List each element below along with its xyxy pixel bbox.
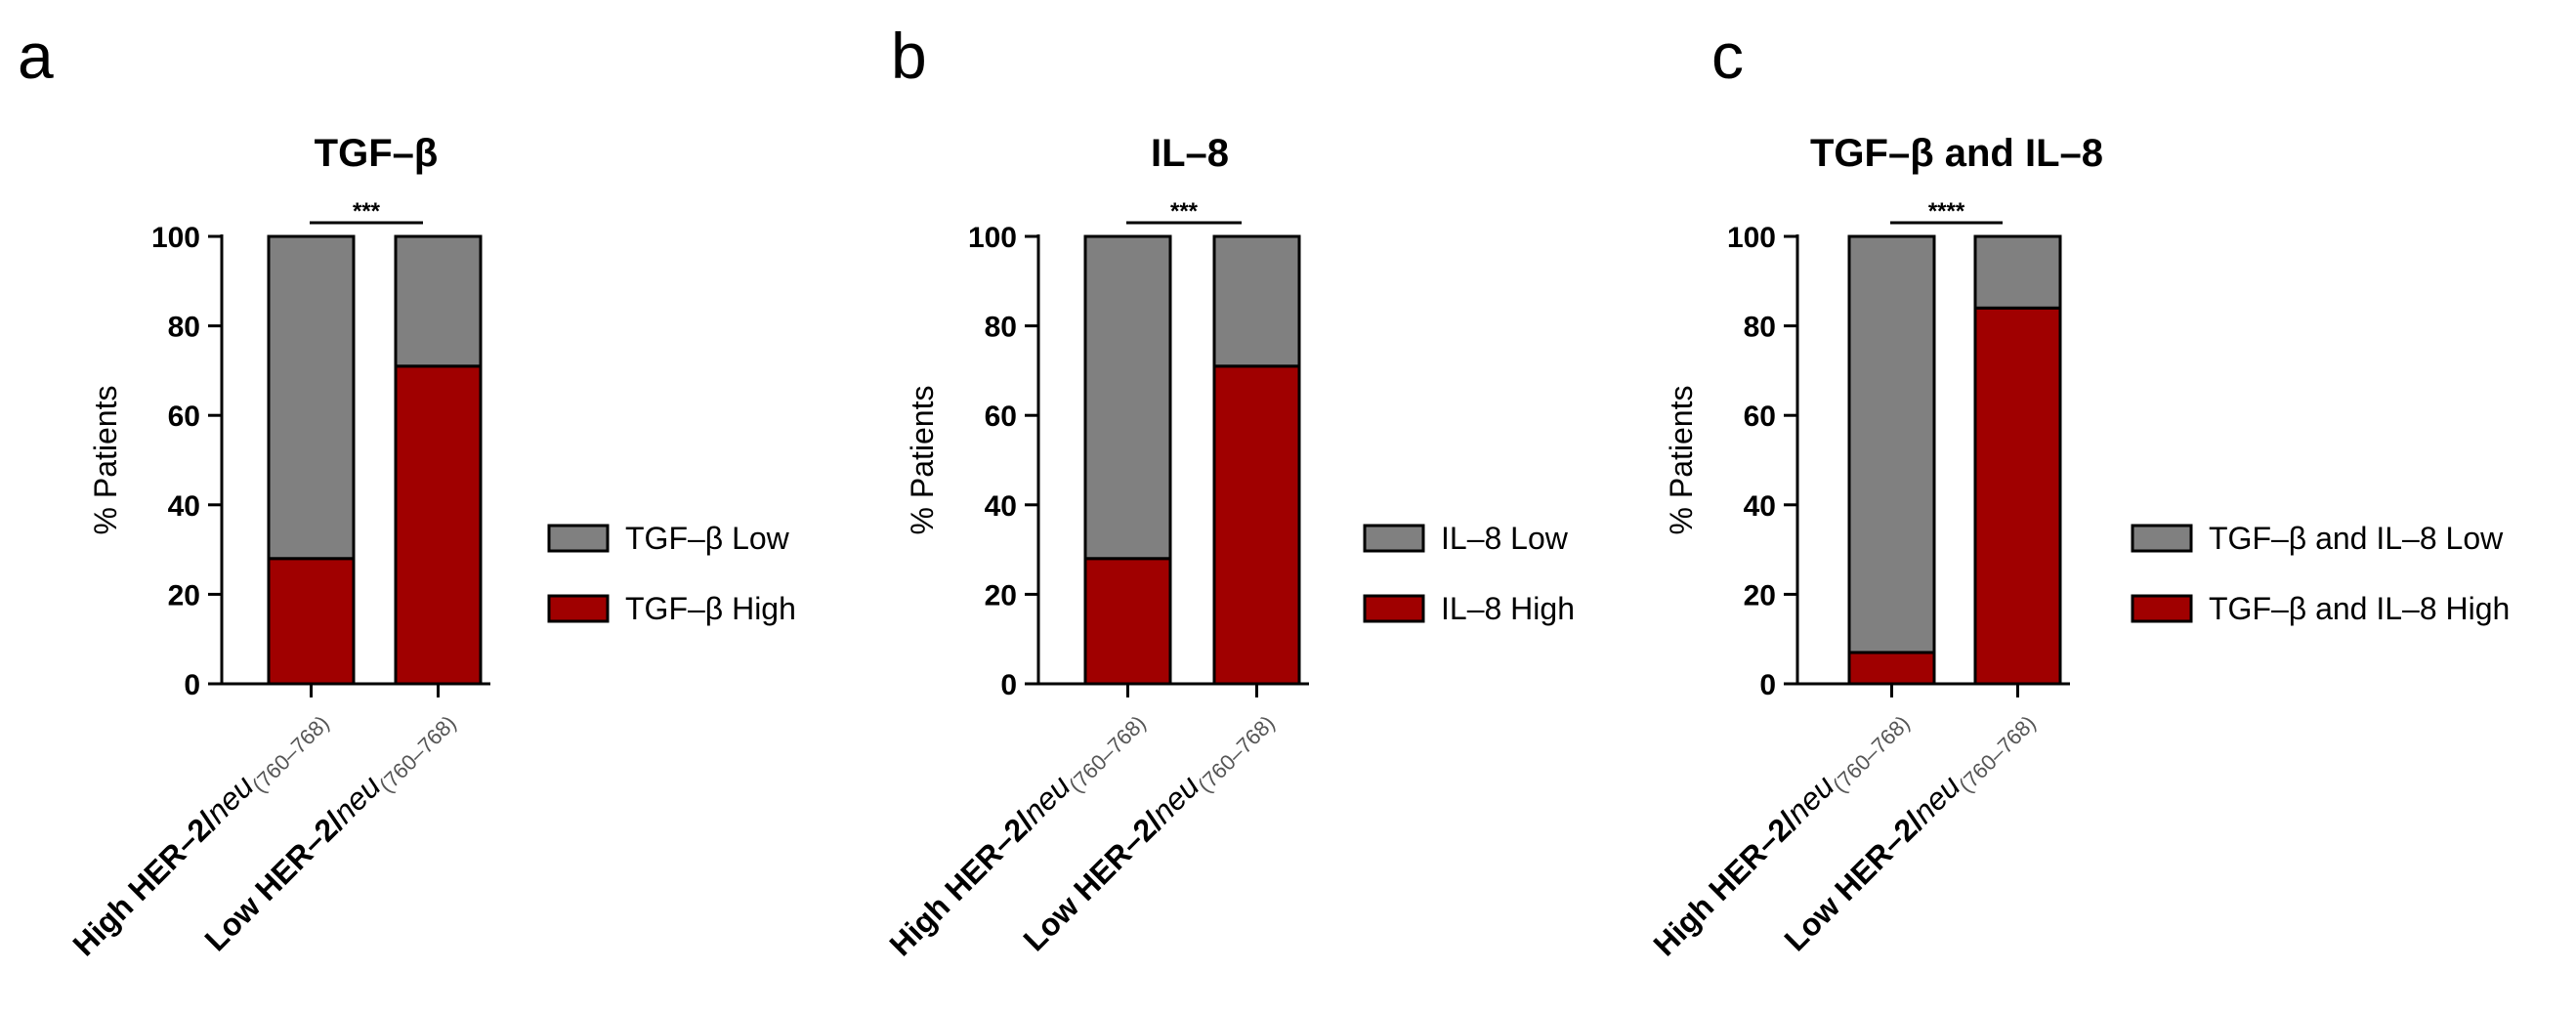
y-tick-label: 60 <box>1744 401 1776 433</box>
bar-tgf-low-2 <box>394 234 483 368</box>
legend-label: TGF–β High <box>625 591 796 626</box>
bar-il-8-low-2 <box>1212 234 1301 368</box>
category-label-subscript: (760–768) <box>1954 711 2041 798</box>
legend-label: TGF–β and IL–8 Low <box>2209 521 2504 556</box>
y-axis-label: % Patients <box>1664 386 1699 535</box>
bar-tgf-high-2 <box>394 364 483 686</box>
category-label-subscript: (760–768) <box>247 711 334 798</box>
bar-il-8-low-1 <box>1083 234 1172 561</box>
significance-label: *** <box>353 198 381 225</box>
category-label-main: High HER–2/ <box>883 805 1040 962</box>
category-label-main: High HER–2/ <box>1647 805 1804 962</box>
category-label-subscript: (760–768) <box>374 711 461 798</box>
bar-tgf-and-il-8-high-2 <box>1973 306 2062 686</box>
legend-swatch <box>1363 524 1425 553</box>
significance-label: *** <box>1170 198 1199 225</box>
y-tick-label: 40 <box>985 490 1017 523</box>
legend-label: IL–8 High <box>1441 591 1575 626</box>
category-label: Low HER–2/neu(760–768) <box>198 698 461 961</box>
legend-label: IL–8 Low <box>1441 521 1569 556</box>
category-label: High HER–2/neu(760–768) <box>1647 698 1915 966</box>
panel-letter: c <box>1711 20 1744 92</box>
panel-letter: a <box>18 20 54 92</box>
legend-swatch <box>2131 594 2193 623</box>
category-label: High HER–2/neu(760–768) <box>883 698 1151 966</box>
category-label-subscript: (760–768) <box>1064 711 1151 798</box>
category-label-subscript: (760–768) <box>1828 711 1915 798</box>
legend-label: TGF–β Low <box>625 521 790 556</box>
category-label: High HER–2/neu(760–768) <box>66 698 334 966</box>
y-tick-label: 20 <box>168 579 200 612</box>
y-tick-label: 60 <box>168 401 200 433</box>
y-tick-label: 40 <box>1744 490 1776 523</box>
y-axis-label: % Patients <box>905 386 940 535</box>
panel-a: a TGF–β 0 20 40 60 80 100 % Patients High HER–2/n… <box>18 20 796 966</box>
legend-swatch <box>547 594 610 623</box>
bar-tgf-and-il-8-high-1 <box>1847 651 1936 686</box>
bar-il-8-high-1 <box>1083 557 1172 686</box>
category-label: Low HER–2/neu(760–768) <box>1017 698 1280 961</box>
y-tick-label: 100 <box>968 222 1017 254</box>
legend-swatch <box>2131 524 2193 553</box>
bar-tgf-low-1 <box>267 234 356 561</box>
y-tick-label: 20 <box>1744 579 1776 612</box>
y-tick-label: 0 <box>184 669 200 701</box>
chart-title: IL–8 <box>1151 132 1229 175</box>
legend-swatch <box>1363 594 1425 623</box>
significance-label: **** <box>1928 198 1965 225</box>
bar-tgf-and-il-8-low-2 <box>1973 234 2062 310</box>
bar-tgf-high-1 <box>267 557 356 686</box>
panel-b: b IL–8 0 20 40 60 80 100 % Patients High HER–2/ne… <box>883 20 1575 966</box>
category-label: Low HER–2/neu(760–768) <box>1778 698 2041 961</box>
y-tick-label: 60 <box>985 401 1017 433</box>
legend-swatch <box>547 524 610 553</box>
bar-il-8-high-2 <box>1212 364 1301 686</box>
y-tick-label: 80 <box>168 312 200 344</box>
panel-c: c TGF–β and IL–8 0 20 40 60 80 100 % Patients Hig… <box>1647 20 2511 966</box>
y-tick-label: 80 <box>985 312 1017 344</box>
chart-title: TGF–β and IL–8 <box>1810 132 2103 175</box>
y-tick-label: 100 <box>151 222 200 254</box>
legend-label: TGF–β and IL–8 High <box>2209 591 2510 626</box>
y-tick-label: 20 <box>985 579 1017 612</box>
y-tick-label: 100 <box>1727 222 1776 254</box>
y-tick-label: 0 <box>1000 669 1017 701</box>
y-tick-label: 0 <box>1759 669 1776 701</box>
chart-title: TGF–β <box>315 132 439 175</box>
bar-tgf-and-il-8-low-1 <box>1847 234 1936 654</box>
y-axis-label: % Patients <box>88 386 123 535</box>
y-tick-label: 80 <box>1744 312 1776 344</box>
category-label-subscript: (760–768) <box>1193 711 1280 798</box>
panel-letter: b <box>891 20 927 92</box>
y-tick-label: 40 <box>168 490 200 523</box>
category-label-main: High HER–2/ <box>66 805 224 962</box>
